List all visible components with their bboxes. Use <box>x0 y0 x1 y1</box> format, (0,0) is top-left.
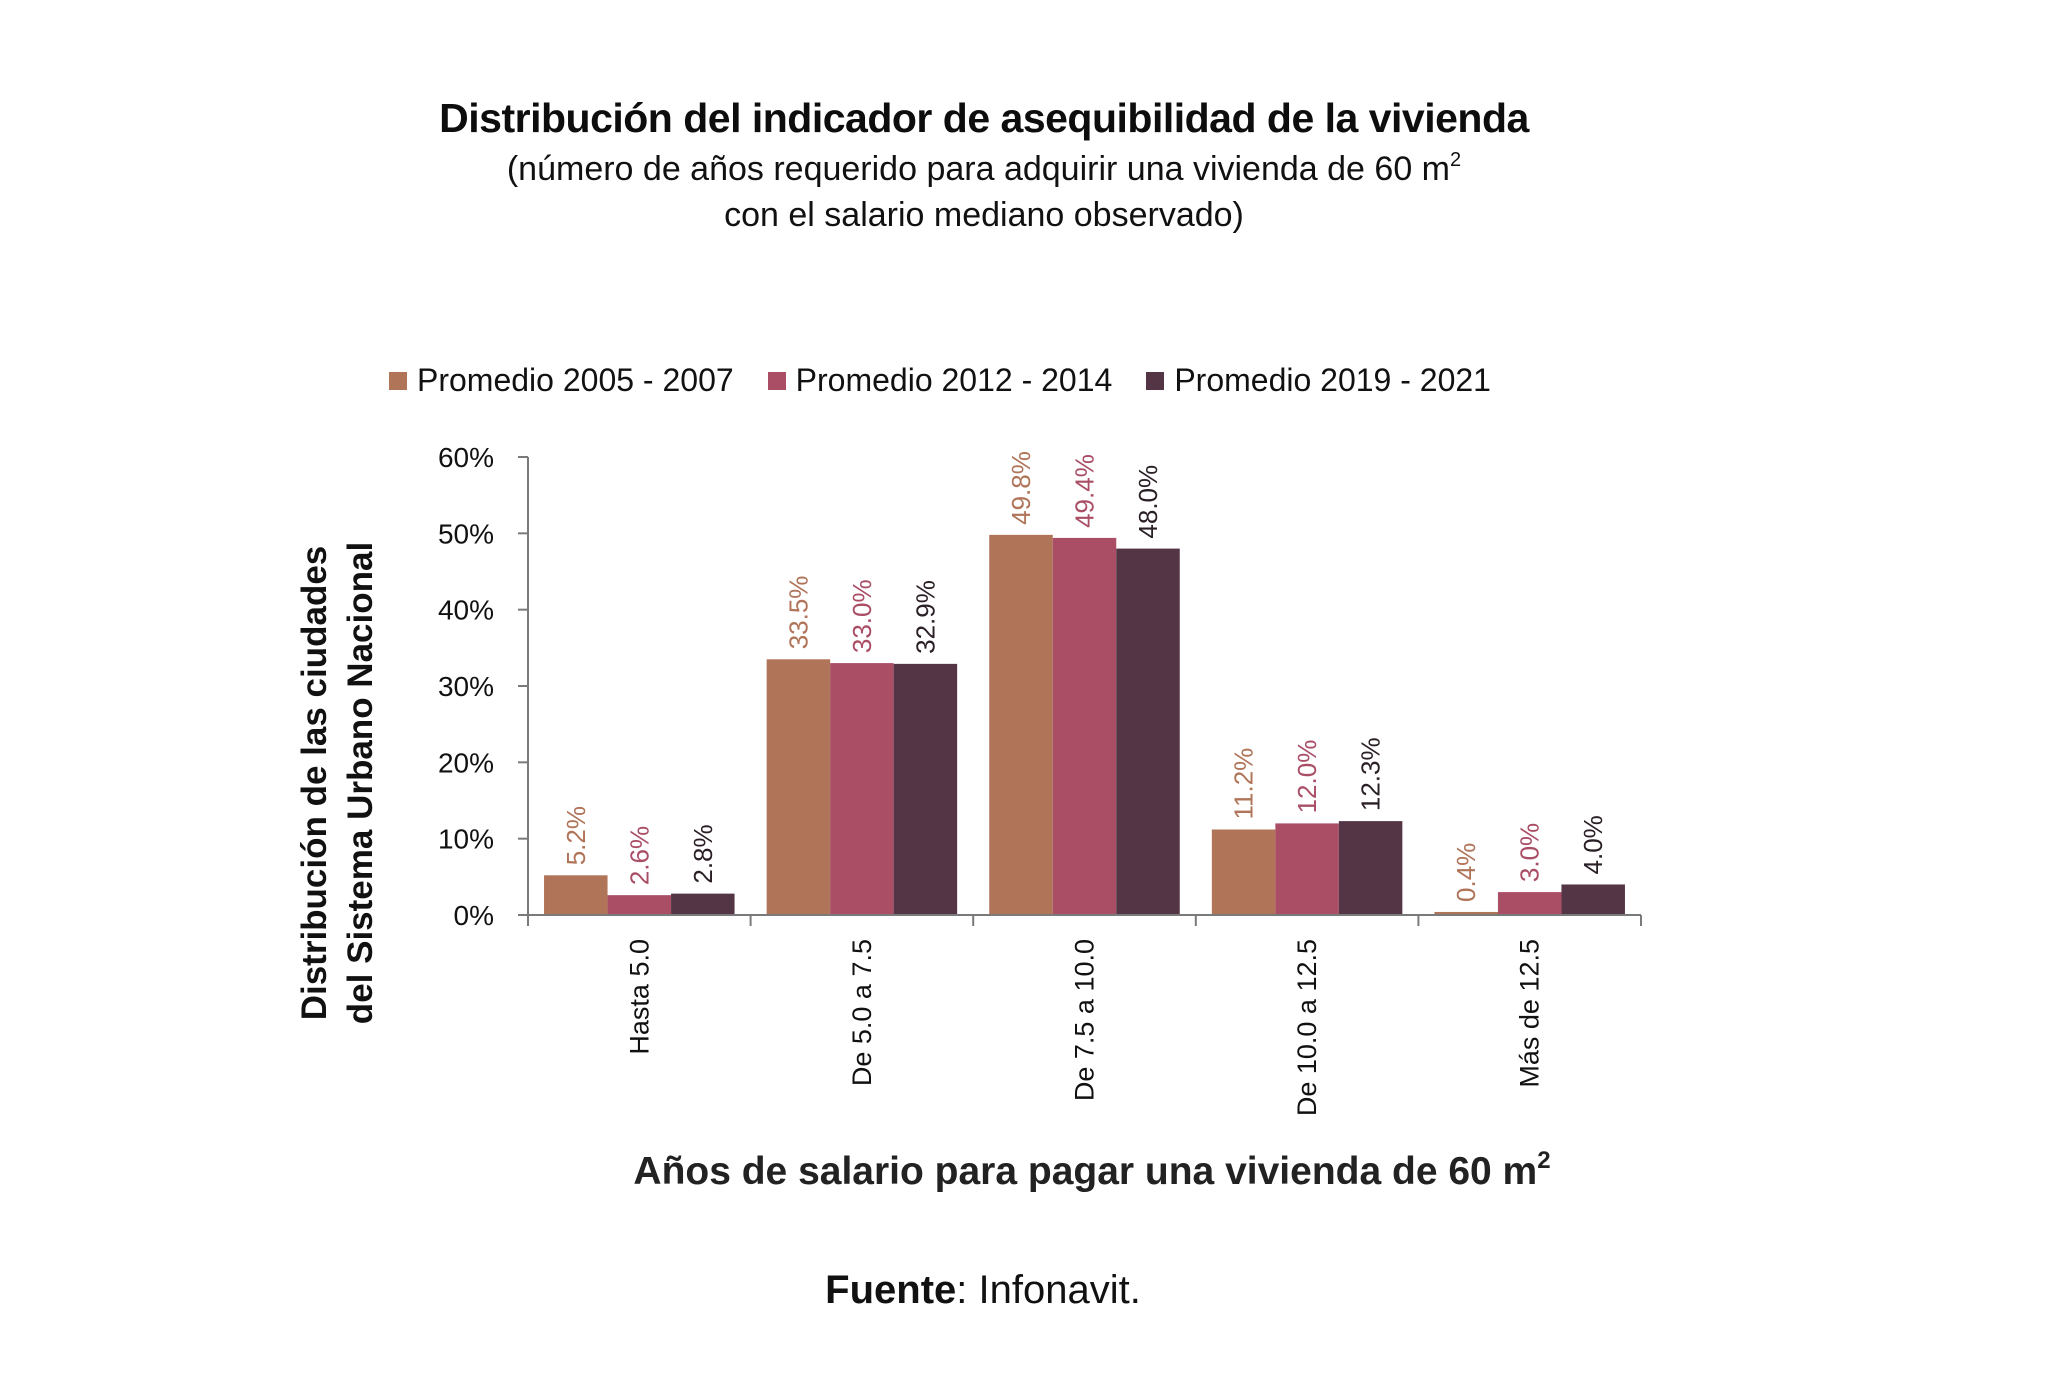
legend-label: Promedio 2012 - 2014 <box>795 362 1113 398</box>
title-block: Distribución del indicador de asequibili… <box>0 96 1968 238</box>
bar <box>1052 537 1117 915</box>
y-tick-label: 30% <box>438 671 494 702</box>
x-tick-label: Hasta 5.0 <box>624 939 654 1055</box>
bars-layer <box>544 534 1625 915</box>
x-axis-title-text: Años de salario para pagar una vivienda … <box>633 1150 1538 1193</box>
y-tick-label: 0% <box>454 900 494 931</box>
labels-layer: 5.2% 2.6% 2.8% Hasta 5.0 33.5% 33.0% 32.9% De 5… <box>438 442 1608 1116</box>
data-label: 4.0% <box>1578 815 1608 874</box>
source-note: Fuente: Infonavit. <box>825 1268 1141 1313</box>
legend-label: Promedio 2019 - 2021 <box>1174 362 1491 398</box>
x-tick-label: De 5.0 a 7.5 <box>847 939 877 1086</box>
subtitle-superscript: 2 <box>1450 149 1462 171</box>
data-label: 49.4% <box>1070 454 1100 528</box>
bar <box>607 895 672 915</box>
bar <box>1338 821 1403 915</box>
source-value: : Infonavit. <box>956 1268 1141 1312</box>
data-label: 0.4% <box>1451 843 1481 902</box>
bar <box>1497 892 1562 915</box>
legend-swatch <box>767 371 786 390</box>
axes-layer <box>518 456 1642 926</box>
legend-swatch <box>1146 371 1165 390</box>
legend-item-2005-2007: Promedio 2005 - 2007 <box>389 362 734 399</box>
subtitle-line-2: con el salario mediano observado) <box>724 196 1244 234</box>
bar <box>1116 548 1180 915</box>
data-label: 32.9% <box>910 580 940 654</box>
y-tick-label: 40% <box>438 595 494 626</box>
x-tick-label: De 7.5 a 10.0 <box>1070 939 1100 1101</box>
x-axis-title-superscript: 2 <box>1537 1147 1551 1174</box>
source-label: Fuente <box>825 1268 957 1312</box>
bar <box>544 875 608 915</box>
bar <box>1561 884 1625 915</box>
chart-subtitle: (número de años requerido para adquirir … <box>0 146 1968 238</box>
chart-title: Distribución del indicador de asequibili… <box>439 95 1529 141</box>
data-label: 11.2% <box>1229 748 1259 820</box>
legend-item-2012-2014: Promedio 2012 - 2014 <box>767 362 1113 399</box>
x-tick-label: De 10.0 a 12.5 <box>1292 939 1322 1116</box>
x-tick-label: Más de 12.5 <box>1515 939 1545 1088</box>
bar <box>1211 829 1276 915</box>
data-label: 12.0% <box>1292 740 1322 814</box>
data-label: 2.6% <box>624 826 654 885</box>
bar <box>671 893 735 915</box>
y-tick-label: 20% <box>438 747 494 778</box>
data-label: 49.8% <box>1006 451 1036 525</box>
data-label: 33.5% <box>783 576 813 650</box>
data-label: 33.0% <box>847 579 877 653</box>
bar <box>1434 911 1498 915</box>
x-axis-title: Años de salario para pagar una vivienda … <box>633 1147 1551 1194</box>
bar <box>893 663 958 915</box>
y-tick-label: 60% <box>438 442 494 473</box>
legend: Promedio 2005 - 2007 Promedio 2012 - 201… <box>389 362 1525 399</box>
data-label: 3.0% <box>1515 823 1545 882</box>
y-tick-label: 50% <box>438 518 494 549</box>
subtitle-line-1: (número de años requerido para adquirir … <box>506 150 1450 188</box>
bar <box>766 659 831 915</box>
legend-label: Promedio 2005 - 2007 <box>417 362 734 398</box>
data-label: 48.0% <box>1133 465 1163 539</box>
bar <box>830 663 894 915</box>
data-label: 12.3% <box>1356 737 1386 811</box>
data-label: 2.8% <box>688 824 718 883</box>
bar <box>989 534 1053 915</box>
y-tick-label: 10% <box>438 824 494 855</box>
legend-swatch <box>389 371 407 390</box>
legend-item-2019-2021: Promedio 2019 - 2021 <box>1146 362 1491 399</box>
data-label: 5.2% <box>561 806 591 865</box>
bar <box>1275 823 1339 915</box>
